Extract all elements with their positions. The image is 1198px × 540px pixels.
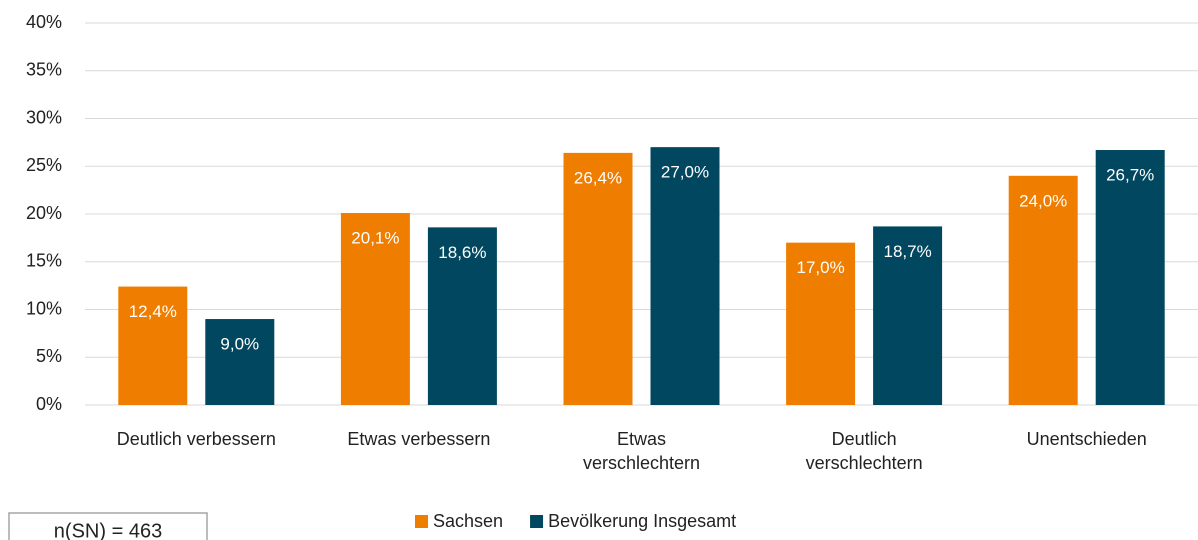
value-label: 18,6%	[438, 243, 486, 262]
y-tick-label: 0%	[36, 394, 62, 414]
legend-label: Bevölkerung Insgesamt	[548, 511, 736, 531]
annotation: n(SN) = 463	[54, 520, 162, 540]
y-tick-label: 25%	[26, 155, 62, 175]
bar	[1008, 175, 1078, 405]
bar	[873, 226, 943, 405]
y-tick-label: 40%	[26, 12, 62, 32]
value-label: 17,0%	[796, 258, 844, 277]
legend-label: Sachsen	[433, 511, 503, 531]
bar	[340, 213, 410, 405]
bar	[786, 242, 856, 405]
x-tick-label: Etwas verbessern	[347, 429, 491, 449]
value-label: 27,0%	[661, 163, 709, 182]
value-label: 24,0%	[1019, 191, 1067, 210]
x-tick-label: Deutlich verbessern	[116, 429, 276, 449]
bar	[563, 152, 633, 405]
y-tick-label: 5%	[36, 346, 62, 366]
value-label: 9,0%	[220, 335, 259, 354]
x-tick-label: Deutlich verschlechtern	[805, 429, 923, 473]
legend-swatch	[415, 515, 428, 528]
bar	[427, 227, 497, 405]
value-label: 26,7%	[1106, 165, 1154, 184]
y-tick-label: 20%	[26, 203, 62, 223]
bar	[1095, 150, 1165, 405]
x-tick-label: Unentschieden	[1026, 429, 1147, 449]
value-label: 18,7%	[883, 242, 931, 261]
x-tick-label: Etwas verschlechtern	[582, 429, 701, 473]
annotation-box	[8, 512, 208, 540]
value-label: 12,4%	[129, 302, 177, 321]
value-label: 26,4%	[574, 168, 622, 187]
value-label: 20,1%	[351, 229, 399, 248]
bar	[650, 147, 720, 405]
y-tick-label: 15%	[26, 251, 62, 271]
y-tick-label: 30%	[26, 107, 62, 127]
y-tick-label: 35%	[26, 60, 62, 80]
y-tick-label: 10%	[26, 298, 62, 318]
bar	[118, 286, 188, 405]
bar	[205, 319, 275, 405]
legend-swatch	[530, 515, 544, 528]
